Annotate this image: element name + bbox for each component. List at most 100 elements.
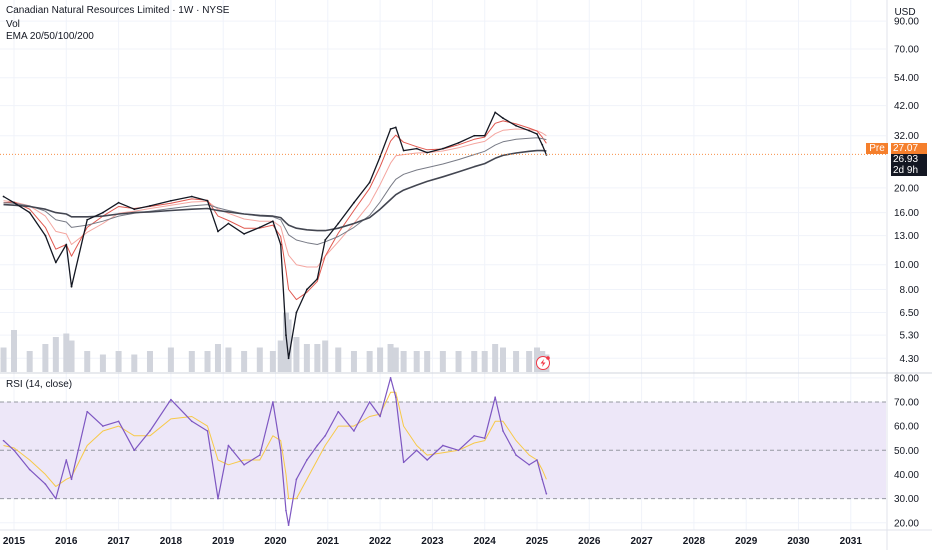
currency-label: USD (894, 7, 915, 18)
x-tick-label: 2030 (787, 536, 810, 547)
price-point (415, 147, 418, 150)
rsi-point (536, 459, 538, 461)
price-point (316, 277, 319, 280)
rsi-point (191, 420, 193, 423)
x-tick-label: 2026 (578, 536, 601, 547)
y-tick-label: 42.00 (894, 101, 919, 112)
price-point (285, 334, 287, 337)
price-point (243, 233, 246, 235)
rsi-y-tick-label: 40.00 (894, 470, 919, 481)
x-tick-label: 2025 (526, 536, 549, 547)
price-point (515, 124, 517, 127)
y-tick-label: 5.30 (900, 331, 920, 342)
volume-bar (303, 344, 310, 372)
price-point (70, 285, 73, 288)
volume-bar (492, 344, 499, 372)
rsi-point (502, 430, 504, 432)
rsi-band-layer (0, 401, 886, 500)
rsi-point (442, 444, 444, 447)
volume-bar (526, 351, 533, 372)
premarket-badge: Pre (866, 143, 888, 154)
y-tick-label: 13.00 (894, 231, 919, 242)
rsi-point (389, 377, 392, 379)
rsi-point (541, 478, 544, 481)
rsi-point (316, 444, 319, 447)
x-tick-label: 2021 (317, 536, 340, 547)
rsi-point (70, 478, 73, 481)
price-point (528, 129, 531, 132)
volume-bar (366, 351, 373, 372)
rsi-point (494, 396, 496, 398)
x-tick-label: 2022 (369, 536, 392, 547)
volume-bar (99, 354, 106, 372)
volume-bar (285, 319, 292, 372)
premarket-price-tag: 27.07 (891, 143, 927, 154)
price-point (536, 133, 538, 135)
rsi-point (149, 430, 151, 432)
rsi-point (243, 463, 245, 466)
price-point (541, 143, 544, 146)
rsi-point (13, 449, 15, 452)
price-point (441, 147, 444, 150)
price-point (271, 220, 274, 223)
price-point (426, 151, 429, 154)
rsi-point (102, 425, 104, 427)
ema-legend[interactable]: EMA 20/50/100/200 (6, 31, 94, 42)
price-point (54, 261, 57, 264)
price-point (305, 288, 308, 291)
rsi-point (279, 449, 282, 452)
y-tick-label: 54.00 (894, 73, 919, 84)
volume-bar (439, 351, 446, 372)
x-tick-label: 2029 (735, 536, 758, 547)
rsi-point (170, 398, 172, 401)
x-tick-label: 2020 (264, 536, 287, 547)
x-tick-label: 2017 (107, 536, 130, 547)
price-point (324, 239, 327, 241)
rsi-point (368, 401, 371, 403)
rsi-legend[interactable]: RSI (14, close) (6, 379, 73, 390)
x-tick-label: 2031 (840, 536, 863, 547)
rsi-point (65, 459, 68, 461)
volume-bar (350, 351, 357, 372)
price-point (402, 149, 405, 152)
rsi-point (55, 497, 57, 500)
price-point (473, 134, 476, 137)
rsi-y-tick-label: 70.00 (894, 397, 919, 408)
price-point (379, 155, 381, 158)
price-point (44, 234, 47, 237)
price-point (227, 222, 230, 225)
x-tick-label: 2024 (474, 536, 497, 547)
rsi-point (287, 524, 290, 526)
volume-bar (400, 351, 407, 372)
volume-bar (277, 340, 284, 372)
volume-bar (146, 351, 153, 372)
price-point (295, 311, 298, 314)
price-point (389, 128, 392, 130)
volume-bar (455, 351, 462, 372)
lightning-icon[interactable] (536, 356, 550, 370)
price-point (502, 117, 504, 120)
volume-bar (335, 347, 342, 372)
symbol-title[interactable]: Canadian Natural Resources Limited · 1W … (6, 5, 230, 16)
volume-legend[interactable]: Vol (6, 19, 20, 30)
rsi-point (227, 444, 230, 447)
bar-countdown-tag: 2d 9h (891, 165, 927, 176)
rsi-point (133, 449, 136, 452)
ema20-line (3, 120, 547, 301)
volume-bar (26, 351, 33, 372)
rsi-point (353, 430, 355, 432)
price-point (190, 195, 193, 198)
rsi-lines-layer (2, 377, 548, 526)
price-point (65, 243, 68, 246)
rsi-point (457, 449, 460, 452)
price-point (2, 195, 5, 198)
rsi-point (2, 439, 5, 442)
rsi-point (379, 415, 381, 418)
rsi-y-tick-label: 60.00 (894, 422, 919, 433)
rsi-point (272, 401, 274, 403)
price-point (337, 222, 340, 225)
volume-bar (115, 351, 122, 372)
x-tick-label: 2019 (212, 536, 235, 547)
